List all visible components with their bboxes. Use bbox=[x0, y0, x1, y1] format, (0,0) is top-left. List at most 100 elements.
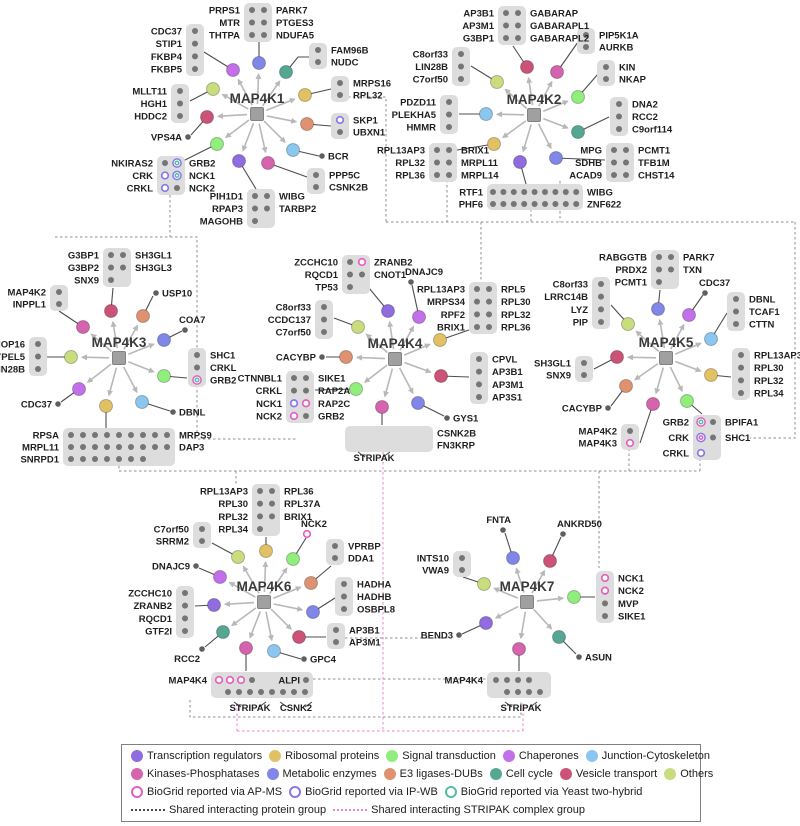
marker-g bbox=[503, 10, 509, 16]
interaction-arrow bbox=[268, 567, 288, 595]
marker-mt bbox=[192, 375, 202, 385]
interaction-arrow bbox=[225, 119, 250, 139]
marker-g bbox=[291, 689, 297, 695]
marker-b bbox=[335, 115, 345, 125]
protein-label: SNX9 bbox=[546, 371, 571, 382]
interaction-arrow bbox=[674, 342, 702, 355]
legend-label: Vesicle transport bbox=[575, 768, 658, 780]
hub-node bbox=[257, 595, 271, 609]
marker-m bbox=[225, 675, 235, 685]
complex-label: STRIPAK bbox=[230, 703, 271, 714]
marker-g bbox=[291, 387, 297, 394]
protein-group-box bbox=[103, 248, 131, 287]
category-node-metabolic bbox=[549, 151, 563, 165]
protein-label: G3BP1 bbox=[463, 34, 495, 45]
interaction-arrow bbox=[107, 367, 118, 397]
category-node-others bbox=[490, 75, 504, 89]
marker-g bbox=[598, 306, 604, 313]
interaction-arrow bbox=[521, 124, 532, 153]
protein-label: CACYBP bbox=[276, 353, 317, 364]
protein-label: CRK bbox=[132, 171, 153, 182]
protein-label: HMMR bbox=[406, 123, 436, 134]
marker-g bbox=[458, 63, 464, 70]
marker-g bbox=[446, 99, 452, 105]
category-node-signal bbox=[349, 382, 363, 396]
protein-label: AP3B1 bbox=[492, 367, 523, 378]
marker-g bbox=[140, 432, 146, 438]
legend-category-vesicle: Vesicle transport bbox=[559, 768, 658, 780]
protein-label: CPVL bbox=[492, 355, 518, 366]
marker-g bbox=[490, 201, 496, 207]
category-node-junction bbox=[135, 395, 149, 409]
marker-g bbox=[581, 360, 587, 366]
protein-label: NCK2 bbox=[618, 586, 644, 597]
marker-g bbox=[261, 32, 267, 38]
hub-label: MAP4K6 bbox=[237, 579, 292, 594]
protein-label: MAP4K2 bbox=[578, 427, 617, 438]
protein-label: ALPI bbox=[278, 676, 300, 687]
marker-g bbox=[341, 593, 347, 600]
protein-dot bbox=[576, 654, 582, 660]
marker-g bbox=[116, 456, 122, 462]
category-node-signal bbox=[571, 90, 585, 104]
protein-dot bbox=[702, 290, 708, 296]
marker-g bbox=[668, 266, 674, 273]
signal-swatch-icon bbox=[386, 750, 399, 762]
protein-label: BEND3 bbox=[421, 631, 453, 642]
legend-label: Kinases-Phosphatases bbox=[147, 768, 260, 780]
protein-group-box bbox=[606, 143, 634, 182]
marker-g bbox=[583, 32, 589, 38]
category-node-e3 bbox=[300, 117, 314, 131]
marker-m bbox=[236, 675, 246, 685]
protein-group-box bbox=[621, 424, 639, 450]
protein-label: DBNL bbox=[749, 295, 776, 306]
interaction-arrow bbox=[237, 78, 253, 106]
protein-label: RCC2 bbox=[174, 654, 200, 665]
protein-label: NCK1 bbox=[618, 574, 645, 585]
protein-label: SDHB bbox=[575, 158, 602, 169]
legend-category-signal: Signal transduction bbox=[386, 750, 496, 762]
marker-m bbox=[625, 438, 635, 448]
marker-g bbox=[313, 172, 319, 178]
protein-label: ZRANB2 bbox=[133, 601, 172, 612]
protein-label: RPL30 bbox=[218, 499, 248, 510]
marker-g bbox=[476, 381, 482, 388]
protein-label: WIBG bbox=[279, 192, 305, 203]
protein-label: BRIX1 bbox=[461, 146, 490, 157]
protein-label: RCC2 bbox=[632, 112, 658, 123]
marker-b bbox=[696, 448, 706, 458]
interaction-arrow bbox=[626, 354, 657, 361]
shared-protein-group-line bbox=[55, 236, 298, 440]
protein-group-box bbox=[470, 352, 488, 404]
marker-g bbox=[616, 113, 622, 120]
hub-label: MAP4K1 bbox=[230, 91, 285, 106]
category-node-signal bbox=[567, 590, 581, 604]
marker-g bbox=[269, 500, 275, 507]
protein-label: PARK7 bbox=[276, 6, 308, 17]
protein-label: RPL30 bbox=[754, 363, 784, 374]
category-node-ribosomal bbox=[433, 333, 447, 347]
protein-label: PHF6 bbox=[459, 200, 483, 211]
marker-g bbox=[656, 254, 662, 260]
protein-dot bbox=[55, 401, 61, 407]
protein-dot bbox=[199, 646, 205, 652]
marker-g bbox=[313, 184, 319, 190]
marker-g bbox=[474, 286, 480, 292]
protein-label: PARK7 bbox=[683, 253, 715, 264]
hub-map4k5 bbox=[575, 250, 750, 460]
marker-g bbox=[120, 264, 126, 271]
category-node-kinases bbox=[261, 156, 275, 170]
protein-label: FN3KRP bbox=[437, 441, 476, 452]
interaction-arrow bbox=[223, 601, 255, 608]
hub-label: MAP4K5 bbox=[639, 335, 694, 350]
marker-g bbox=[249, 677, 255, 683]
protein-label: GRB2 bbox=[189, 159, 215, 170]
marker-g bbox=[515, 35, 521, 41]
interaction-arrow bbox=[502, 120, 527, 139]
protein-label: RPL36 bbox=[501, 323, 531, 334]
marker-g bbox=[515, 677, 521, 683]
protein-label: DNA2 bbox=[632, 100, 658, 111]
marker-g bbox=[337, 129, 343, 135]
category-node-others bbox=[64, 350, 78, 364]
marker-g bbox=[515, 10, 521, 16]
